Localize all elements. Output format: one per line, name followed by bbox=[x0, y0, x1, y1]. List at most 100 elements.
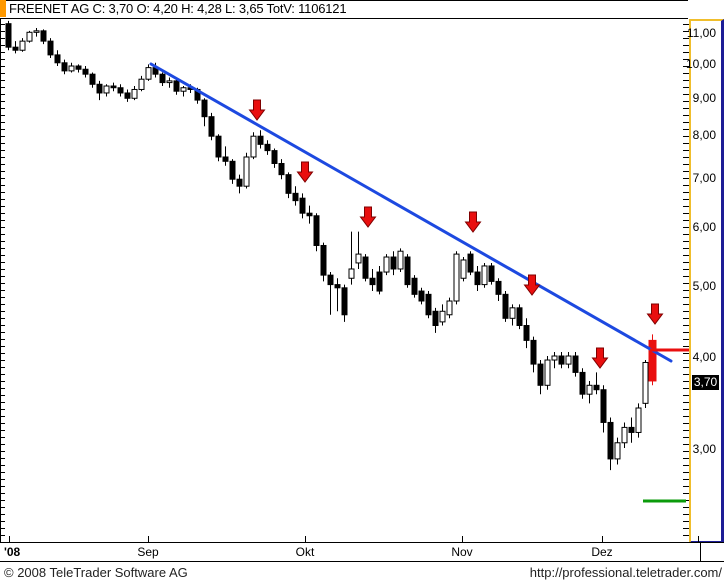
candle[interactable] bbox=[320, 242, 327, 282]
candle[interactable] bbox=[376, 265, 383, 295]
candle[interactable] bbox=[600, 385, 607, 433]
price-axis[interactable]: 11,00 10,00 9,00 8,00 7,00 6,00 5,00 4,00 3,00 3,… bbox=[686, 19, 724, 545]
candle[interactable] bbox=[586, 380, 593, 404]
candle[interactable] bbox=[19, 38, 26, 52]
candle[interactable] bbox=[117, 84, 124, 97]
candle[interactable] bbox=[355, 231, 362, 269]
candle[interactable] bbox=[544, 356, 551, 390]
candle[interactable] bbox=[194, 87, 201, 104]
candle[interactable] bbox=[334, 278, 341, 312]
candle-last-red[interactable] bbox=[648, 334, 657, 386]
candle[interactable] bbox=[82, 66, 89, 78]
candle[interactable] bbox=[635, 403, 642, 438]
candle[interactable] bbox=[572, 352, 579, 377]
candle[interactable] bbox=[138, 75, 145, 92]
price-tick-label: 3,00 bbox=[692, 442, 716, 457]
candle[interactable] bbox=[285, 172, 292, 199]
candle[interactable] bbox=[201, 98, 208, 127]
candle[interactable] bbox=[502, 291, 509, 322]
candle[interactable] bbox=[292, 186, 299, 206]
candle[interactable] bbox=[488, 262, 495, 285]
time-axis[interactable] bbox=[0, 542, 724, 562]
candle[interactable] bbox=[215, 134, 222, 162]
candle[interactable] bbox=[411, 275, 418, 298]
candle[interactable] bbox=[166, 77, 173, 88]
candle[interactable] bbox=[383, 254, 390, 276]
candle[interactable] bbox=[222, 146, 229, 166]
candle[interactable] bbox=[243, 152, 250, 189]
candle[interactable] bbox=[229, 159, 236, 184]
candle[interactable] bbox=[432, 307, 439, 333]
candle[interactable] bbox=[418, 287, 425, 305]
candle[interactable] bbox=[250, 132, 257, 160]
candle[interactable] bbox=[26, 30, 33, 43]
candle[interactable] bbox=[61, 59, 68, 75]
candle[interactable] bbox=[390, 251, 397, 276]
candle[interactable] bbox=[565, 352, 572, 369]
candle[interactable] bbox=[558, 352, 565, 369]
candle[interactable] bbox=[180, 86, 187, 97]
candle[interactable] bbox=[173, 79, 180, 95]
candle[interactable] bbox=[537, 360, 544, 395]
candle[interactable] bbox=[460, 257, 467, 282]
candle[interactable] bbox=[425, 291, 432, 319]
candle[interactable] bbox=[299, 193, 306, 219]
candle[interactable] bbox=[313, 213, 320, 252]
candle[interactable] bbox=[628, 417, 635, 443]
candle[interactable] bbox=[187, 84, 194, 93]
candle[interactable] bbox=[404, 254, 411, 288]
candle[interactable] bbox=[579, 368, 586, 399]
candle[interactable] bbox=[12, 41, 19, 54]
candle[interactable] bbox=[453, 251, 460, 305]
candle[interactable] bbox=[369, 268, 376, 292]
candle[interactable] bbox=[96, 80, 103, 101]
candle[interactable] bbox=[551, 352, 558, 369]
candle[interactable] bbox=[257, 130, 264, 149]
candle[interactable] bbox=[523, 318, 530, 349]
candle[interactable] bbox=[439, 304, 446, 326]
candle[interactable] bbox=[446, 297, 453, 319]
candle[interactable] bbox=[621, 422, 628, 449]
candle[interactable] bbox=[348, 231, 355, 285]
candle[interactable] bbox=[110, 82, 117, 92]
candle[interactable] bbox=[327, 272, 334, 315]
candle[interactable] bbox=[159, 72, 166, 87]
candle[interactable] bbox=[47, 38, 54, 59]
candle[interactable] bbox=[642, 360, 649, 409]
downtrend-line[interactable] bbox=[149, 62, 673, 363]
candle[interactable] bbox=[474, 265, 481, 292]
candles-layer[interactable] bbox=[5, 20, 657, 471]
candle[interactable] bbox=[306, 205, 313, 224]
candle[interactable] bbox=[33, 27, 40, 37]
candle[interactable] bbox=[362, 254, 369, 282]
candle[interactable] bbox=[614, 437, 621, 465]
candle[interactable] bbox=[481, 262, 488, 288]
candle[interactable] bbox=[397, 248, 404, 273]
candle[interactable] bbox=[131, 86, 138, 101]
candle[interactable] bbox=[54, 50, 61, 67]
candle[interactable] bbox=[40, 29, 47, 45]
candle[interactable] bbox=[516, 304, 523, 330]
candle[interactable] bbox=[75, 64, 82, 73]
candle[interactable] bbox=[152, 62, 159, 78]
candle[interactable] bbox=[145, 64, 152, 81]
candle[interactable] bbox=[68, 62, 75, 73]
footer-url[interactable]: http://professional.teletrader.com/ bbox=[529, 565, 722, 580]
candle[interactable] bbox=[530, 336, 537, 373]
candle[interactable] bbox=[236, 174, 243, 194]
candle[interactable] bbox=[89, 72, 96, 88]
candle[interactable] bbox=[495, 278, 502, 302]
candle[interactable] bbox=[593, 372, 600, 395]
candle[interactable] bbox=[278, 159, 285, 180]
candle[interactable] bbox=[208, 112, 215, 141]
candle[interactable] bbox=[607, 417, 614, 471]
candle[interactable] bbox=[509, 304, 516, 326]
candle[interactable] bbox=[467, 251, 474, 276]
candle[interactable] bbox=[5, 20, 12, 51]
candle[interactable] bbox=[124, 89, 131, 102]
candle[interactable] bbox=[271, 148, 278, 168]
candle[interactable] bbox=[341, 284, 348, 322]
candle[interactable] bbox=[264, 140, 271, 155]
candle[interactable] bbox=[103, 84, 110, 97]
